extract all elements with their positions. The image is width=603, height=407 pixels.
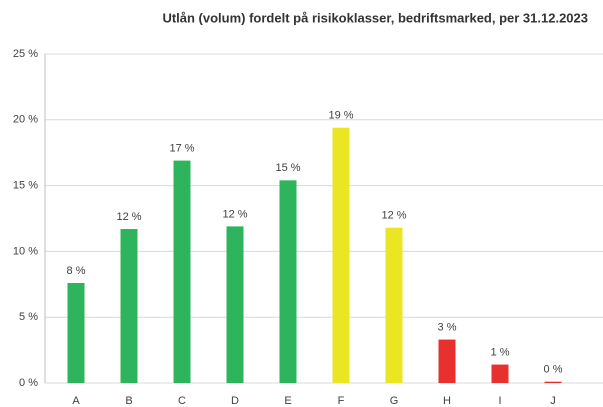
bar <box>226 226 244 383</box>
x-tick-label: B <box>125 395 132 407</box>
y-tick-label: 10 % <box>13 245 38 257</box>
x-tick-label: J <box>550 395 556 407</box>
bar <box>120 229 138 383</box>
x-tick-label: H <box>443 395 451 407</box>
x-tick-label: E <box>284 395 291 407</box>
bar <box>491 364 509 383</box>
value-label: 3 % <box>438 321 457 333</box>
value-label: 8 % <box>67 265 86 277</box>
chart-title: Utlån (volum) fordelt på risikoklasser, … <box>162 10 588 25</box>
bar <box>279 180 297 383</box>
value-label: 0 % <box>544 364 563 376</box>
y-tick-label: 25 % <box>13 48 38 60</box>
bar <box>438 339 456 383</box>
bar <box>332 127 350 383</box>
y-tick-label: 15 % <box>13 180 38 192</box>
y-tick-label: 20 % <box>13 114 38 126</box>
y-tick-label: 5 % <box>19 311 38 323</box>
y-tick-label: 0 % <box>19 377 38 389</box>
value-label: 19 % <box>328 110 353 122</box>
bar <box>173 160 191 383</box>
bar <box>544 381 562 383</box>
value-label: 12 % <box>116 211 141 223</box>
bar <box>67 282 85 383</box>
x-tick-label: C <box>178 395 186 407</box>
x-tick-label: F <box>338 395 345 407</box>
bar <box>385 227 403 383</box>
x-tick-label: I <box>498 395 501 407</box>
x-tick-label: G <box>390 395 399 407</box>
value-label: 15 % <box>275 162 300 174</box>
x-tick-label: A <box>72 395 80 407</box>
value-label: 1 % <box>491 346 510 358</box>
value-label: 12 % <box>381 210 406 222</box>
value-label: 12 % <box>222 208 247 220</box>
x-tick-label: D <box>231 395 239 407</box>
value-label: 17 % <box>169 143 194 155</box>
